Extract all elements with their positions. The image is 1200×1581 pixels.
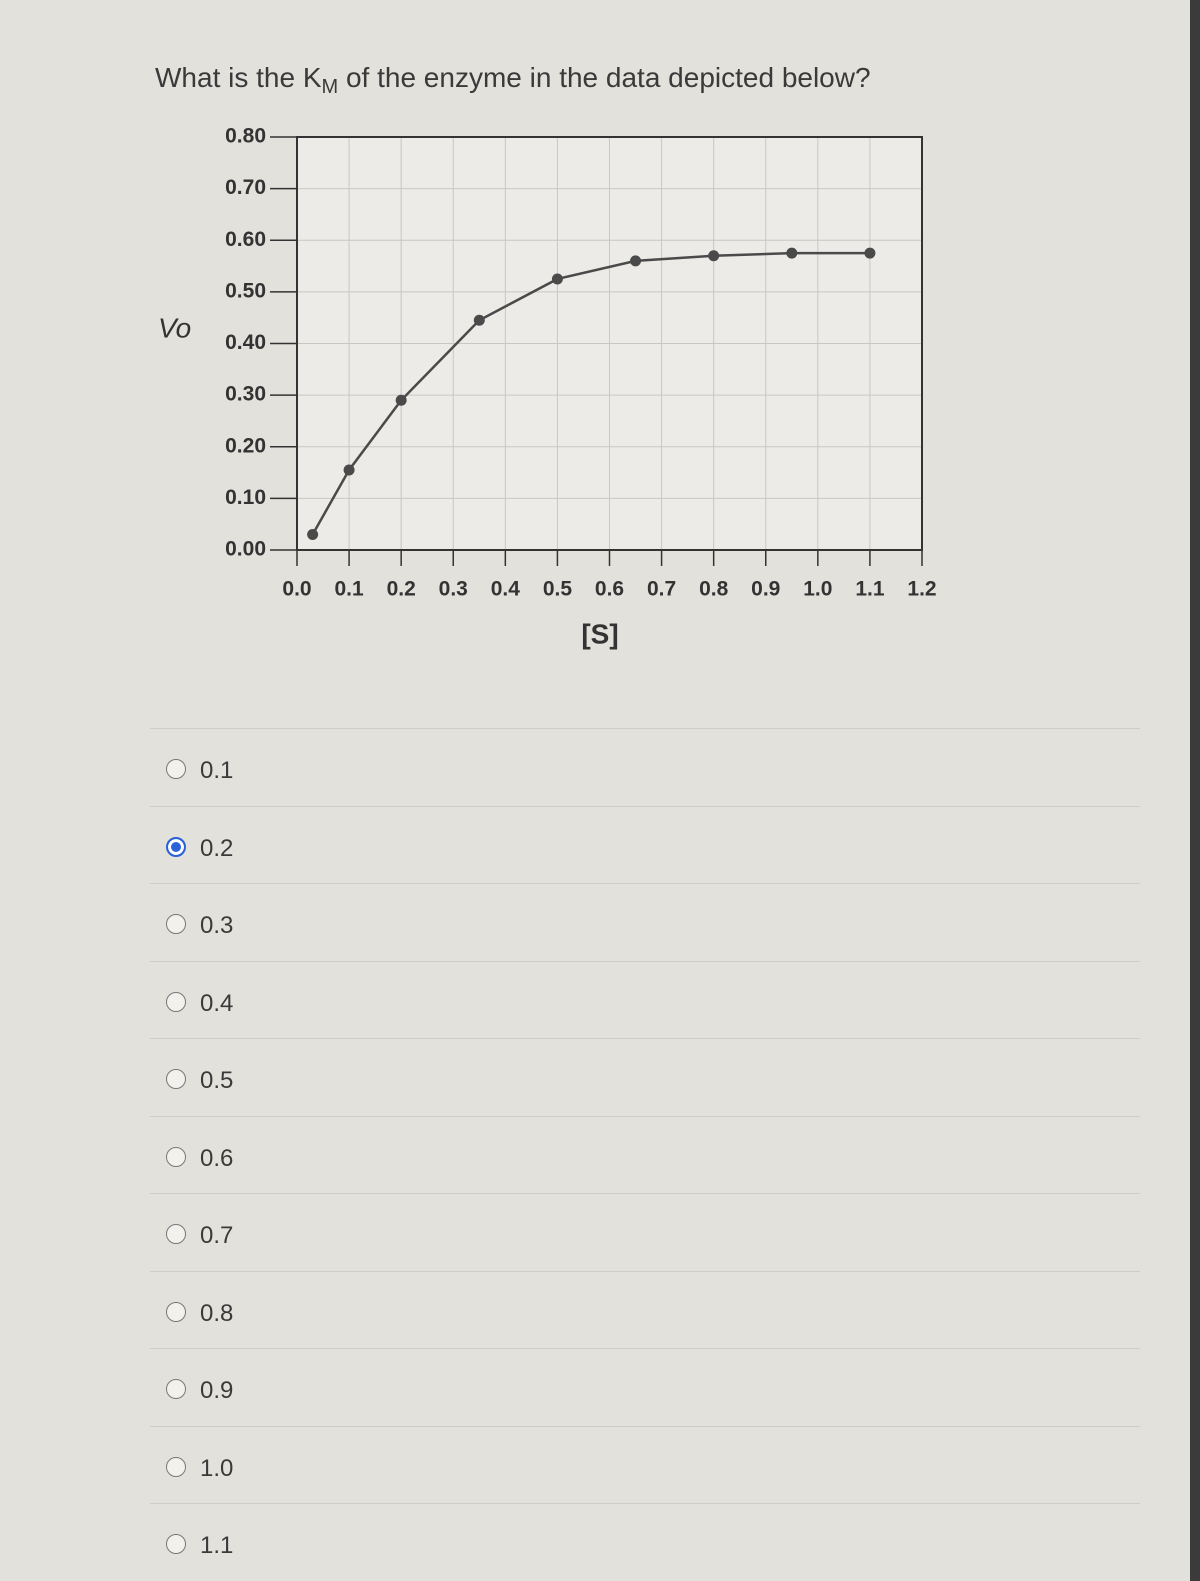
option[interactable]: 0.9	[150, 1348, 1140, 1426]
x-tick-label: 0.6	[595, 578, 624, 601]
screen-edge	[1190, 0, 1200, 1581]
x-tick-label: 0.3	[439, 578, 468, 601]
y-tick-label: 0.60	[225, 228, 266, 251]
option-label[interactable]: 0.6	[200, 1144, 234, 1172]
data-point	[708, 250, 720, 262]
y-tick-label: 0.30	[225, 383, 266, 406]
chart: Vo [S] 0.00 0.10 0.20 0.30 0.40 0.50 0.60 0.70 0…	[158, 125, 937, 650]
y-tick-label: 0.10	[225, 486, 266, 509]
radio-button[interactable]	[166, 914, 186, 934]
x-tick-label: 1.1	[855, 578, 885, 601]
question-text: of the enzyme in the data depicted below…	[338, 62, 871, 93]
option[interactable]: 0.4	[150, 960, 1140, 1039]
data-point	[395, 394, 407, 406]
option-label[interactable]: 0.1	[200, 757, 234, 784]
question-text: What is the K	[155, 62, 322, 93]
y-axis-label: Vo	[158, 312, 191, 343]
x-tick-label: 0.2	[387, 578, 416, 601]
data-point	[343, 464, 355, 476]
x-tick-label: 0.0	[282, 578, 311, 601]
question: What is the KM of the enzyme in the data…	[155, 62, 871, 99]
y-tick-label: 0.80	[225, 125, 266, 148]
data-point	[630, 255, 642, 267]
x-axis-label: [S]	[581, 618, 618, 649]
x-tick-label: 0.4	[491, 578, 521, 601]
option-label[interactable]: 1.1	[200, 1532, 234, 1559]
radio-button[interactable]	[166, 1069, 186, 1089]
option-label[interactable]: 0.5	[200, 1067, 234, 1094]
data-point	[551, 273, 563, 285]
y-tick-label: 0.50	[225, 279, 266, 302]
data-point	[473, 314, 485, 326]
radio-button[interactable]	[166, 836, 186, 857]
option[interactable]: 0.2	[150, 805, 1140, 884]
option[interactable]: 0.1	[150, 728, 1140, 806]
radio-button[interactable]	[166, 1224, 186, 1244]
option-label[interactable]: 0.3	[200, 912, 234, 939]
x-tick-label: 0.7	[647, 578, 676, 601]
data-point	[786, 247, 798, 259]
radio-button[interactable]	[166, 991, 186, 1012]
option-label[interactable]: 0.7	[200, 1222, 234, 1249]
data-point	[864, 247, 876, 259]
y-tick-label: 0.00	[225, 538, 266, 561]
option[interactable]: 0.5	[150, 1038, 1140, 1116]
radio-button[interactable]	[166, 1301, 186, 1322]
x-tick-label: 1.2	[907, 578, 936, 601]
option[interactable]: 0.6	[150, 1115, 1140, 1194]
option-label[interactable]: 0.9	[200, 1377, 234, 1404]
y-tick-label: 0.70	[225, 176, 266, 199]
x-tick-label: 0.9	[751, 578, 780, 601]
radio-button[interactable]	[166, 1379, 186, 1399]
plot-frame	[296, 136, 923, 551]
option-label[interactable]: 0.4	[200, 989, 234, 1017]
x-tick-label: 0.1	[334, 578, 364, 601]
x-tick-label: 1.0	[803, 578, 832, 601]
data-point	[307, 529, 319, 541]
y-tick-label: 0.20	[225, 434, 266, 457]
radio-button[interactable]	[166, 1146, 186, 1167]
radio-button[interactable]	[166, 1456, 186, 1477]
option-label[interactable]: 0.8	[200, 1299, 234, 1327]
radio-button[interactable]	[166, 759, 186, 779]
option[interactable]: 0.7	[150, 1193, 1140, 1271]
option[interactable]: 1.1	[150, 1503, 1140, 1581]
x-tick-label: 0.8	[699, 578, 729, 601]
question-subscript: M	[321, 76, 339, 98]
radio-button[interactable]	[166, 1534, 186, 1554]
x-tick-label: 0.5	[543, 578, 573, 601]
option[interactable]: 1.0	[150, 1425, 1140, 1504]
option-label[interactable]: 0.2	[200, 834, 234, 862]
option-label[interactable]: 1.0	[200, 1454, 234, 1482]
option[interactable]: 0.3	[150, 883, 1140, 961]
y-tick-label: 0.40	[225, 331, 266, 354]
option[interactable]: 0.8	[150, 1270, 1140, 1349]
